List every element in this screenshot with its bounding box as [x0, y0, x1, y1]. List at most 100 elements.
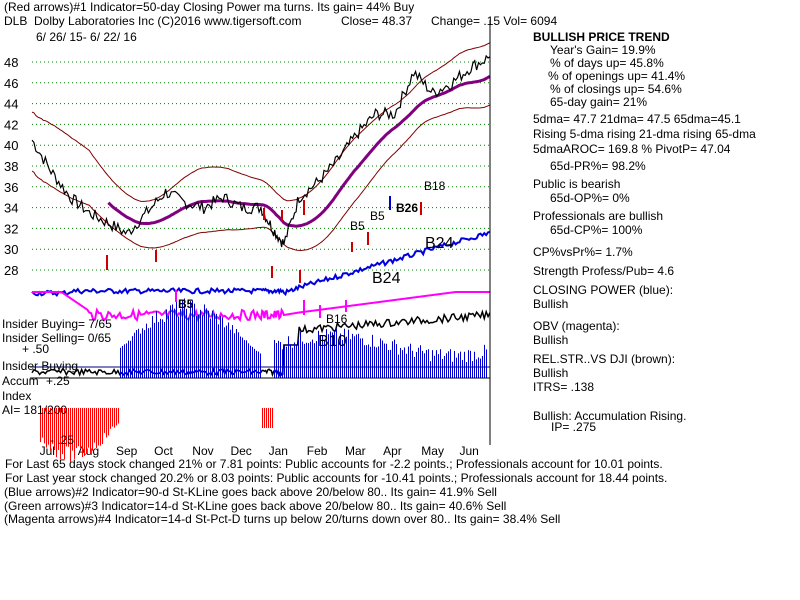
accum-bar [464, 351, 465, 378]
accum-bar [162, 319, 163, 378]
side-panel-line: CLOSING POWER (blue): [533, 283, 674, 297]
accum-bar [180, 308, 181, 378]
accum-bar [278, 340, 279, 378]
side-panel-line: Bullish [533, 297, 569, 311]
accum-plus25-label: +.25 [46, 374, 70, 388]
accum-bar [268, 408, 269, 428]
accum-bar [56, 408, 57, 458]
accum-bar [68, 408, 69, 447]
side-panel-line: 65d-CP%= 100% [550, 223, 643, 237]
accum-bar [158, 322, 159, 378]
accum-bar [470, 350, 471, 378]
label-b24-a: B24 [425, 235, 454, 252]
accum-bar [126, 343, 127, 378]
accum-bar [72, 408, 73, 451]
accum-bar [198, 314, 199, 378]
accum-bar [234, 333, 235, 378]
accum-bar [430, 361, 431, 378]
x-tick-label: May [421, 444, 444, 458]
accum-bar [454, 350, 455, 378]
accum-bar [192, 300, 193, 378]
side-panel-line: IP= .275 [551, 420, 597, 434]
ticker-symbol: DLB [4, 14, 28, 28]
accum-bar [484, 344, 485, 378]
accum-bar [88, 408, 89, 448]
y-tick-label: 34 [4, 201, 18, 216]
accum-bar [146, 323, 147, 378]
accum-bar [142, 328, 143, 378]
accum-bar [468, 350, 469, 378]
accum-bar [184, 298, 185, 378]
accum-bar [204, 304, 205, 378]
side-panel-line: Strength Profess/Pub= 4.6 [533, 264, 675, 278]
accum-bar [214, 313, 215, 378]
accum-bar [306, 342, 307, 378]
accum-bar [452, 361, 453, 378]
accum-bar [46, 408, 47, 448]
accum-bar [262, 408, 263, 428]
accum-bar [120, 347, 121, 378]
accum-bar [62, 408, 63, 455]
indicator-title: (Red arrows)#1 Indicator=50-day Closing … [4, 0, 415, 14]
accum-bar [420, 345, 421, 378]
index-label: Index [2, 389, 32, 403]
label-b5-a: B5 [370, 209, 385, 223]
accum-bar [118, 408, 119, 424]
accum-bar [152, 316, 153, 378]
accum-bar [150, 327, 151, 378]
price-line [31, 54, 491, 248]
accum-bar [462, 360, 463, 378]
x-tick-label: Mar [345, 444, 366, 458]
accum-bar [186, 308, 187, 378]
accum-bar [370, 346, 371, 378]
accum-bar [426, 350, 427, 378]
side-panel-line: Public is bearish [533, 177, 621, 191]
accum-bar [374, 346, 375, 378]
footer-line: (Green arrows)#3 Indicator=14-d St-KLine… [4, 499, 507, 513]
footer-line: For Last 65 days stock changed 21% or 7.… [5, 457, 663, 471]
accum-bar [336, 328, 337, 378]
accum-plus50-label: + .50 [22, 342, 50, 356]
accum-bar [130, 340, 131, 378]
accum-bar [104, 408, 105, 433]
accum-bar [338, 339, 339, 378]
accum-bar [160, 318, 161, 378]
side-panel-line: 65d-OP%= 0% [550, 191, 630, 205]
accum-bar [154, 322, 155, 378]
accum-bar [174, 308, 175, 378]
accum-bar [322, 335, 323, 378]
accum-bar [258, 351, 259, 378]
accum-bar [428, 349, 429, 378]
accum-bar [112, 408, 113, 427]
accum-bar [418, 347, 419, 378]
accum-bar [394, 339, 395, 378]
accum-bar [330, 331, 331, 378]
footer-line: For Last year stock changed 20.2% or 8.0… [5, 471, 668, 485]
change-volume: Change= .15 Vol= 6094 [431, 14, 558, 28]
y-tick-label: 42 [4, 117, 18, 132]
accum-bar [304, 343, 305, 378]
accum-bar [74, 408, 75, 459]
accum-bar [362, 338, 363, 378]
accum-bar [298, 338, 299, 378]
accum-bar [108, 408, 109, 436]
insider-buying2-label: Insider Buying [2, 359, 79, 373]
obv-line [32, 291, 490, 323]
label-b16: B16 [326, 312, 348, 326]
accumulation-bars [40, 298, 487, 462]
accum-bar [176, 300, 177, 378]
accum-bar [326, 329, 327, 378]
side-panel-line: Year's Gain= 19.9% [550, 43, 656, 57]
accum-bar [296, 344, 297, 378]
accum-bar [96, 408, 97, 449]
accum-bar [70, 408, 71, 462]
month-axis-labels: Jul Aug Sep Oct Nov Dec Jan Feb Mar Apr May Jun [40, 444, 479, 458]
accum-bar [168, 315, 169, 378]
accum-bar [360, 338, 361, 378]
accum-bar [240, 336, 241, 378]
accum-bar [256, 350, 257, 378]
accum-bar [450, 349, 451, 378]
y-tick-label: 36 [4, 180, 18, 195]
x-tick-label: Apr [383, 444, 402, 458]
accum-bar [54, 408, 55, 450]
